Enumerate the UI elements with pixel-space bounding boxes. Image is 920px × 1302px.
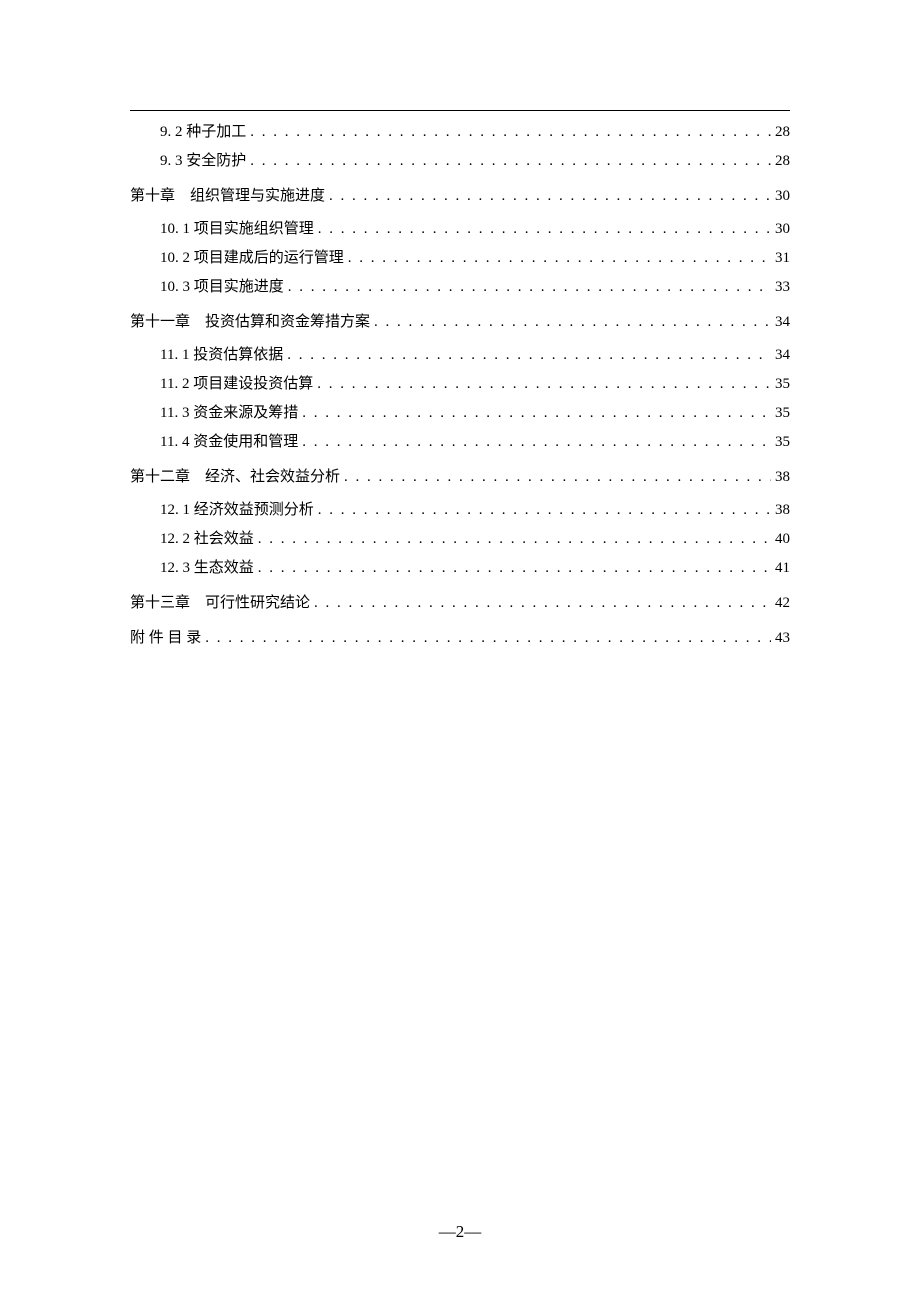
toc-page: 33: [775, 274, 790, 301]
toc-entry: 11. 1 投资估算依据 34: [160, 342, 790, 369]
toc-entry: 11. 3 资金来源及筹措 35: [160, 400, 790, 427]
toc-label: 第十二章 经济、社会效益分析: [130, 464, 340, 491]
toc-page: 30: [775, 216, 790, 243]
toc-entry: 第十二章 经济、社会效益分析 38: [130, 464, 790, 491]
toc-entry: 第十章 组织管理与实施进度 30: [130, 183, 790, 210]
toc-label: 10. 3 项目实施进度: [160, 274, 284, 301]
toc-entry: 12. 3 生态效益 41: [160, 555, 790, 582]
toc-dots: [287, 342, 771, 369]
toc-container: 9. 2 种子加工289. 3 安全防护28第十章 组织管理与实施进度3010.…: [130, 110, 790, 658]
page-number: —2—: [0, 1222, 920, 1242]
toc-page: 35: [775, 429, 790, 456]
toc-label: 9. 3 安全防护: [160, 148, 246, 175]
toc-page: 41: [775, 555, 790, 582]
toc-page: 43: [775, 625, 790, 652]
toc-page: 31: [775, 245, 790, 272]
toc-page: 34: [775, 342, 790, 369]
toc-page: 30: [775, 183, 790, 210]
toc-dots: [329, 183, 771, 210]
toc-label: 11. 4 资金使用和管理: [160, 429, 298, 456]
toc-dots: [302, 429, 771, 456]
toc-dots: [318, 216, 771, 243]
toc-dots: [317, 371, 771, 398]
toc-page: 38: [775, 464, 790, 491]
toc-entry: 10. 3 项目实施进度 33: [160, 274, 790, 301]
toc-label: 第十章 组织管理与实施进度: [130, 183, 325, 210]
toc-label: 附 件 目 录: [130, 625, 201, 652]
toc-page: 42: [775, 590, 790, 617]
toc-entry: 第十一章 投资估算和资金筹措方案 34: [130, 309, 790, 336]
toc-label: 11. 3 资金来源及筹措: [160, 400, 298, 427]
toc-entry: 11. 4 资金使用和管理 35: [160, 429, 790, 456]
toc-entry: 12. 1 经济效益预测分析 38: [160, 497, 790, 524]
toc-dots: [374, 309, 771, 336]
toc-label: 12. 2 社会效益: [160, 526, 254, 553]
toc-page: 28: [775, 119, 790, 146]
toc-label: 12. 1 经济效益预测分析: [160, 497, 314, 524]
toc-dots: [250, 119, 771, 146]
toc-entry: 10. 1 项目实施组织管理 30: [160, 216, 790, 243]
toc-page: 35: [775, 400, 790, 427]
toc-label: 第十一章 投资估算和资金筹措方案: [130, 309, 370, 336]
toc-entry: 9. 3 安全防护 28: [160, 148, 790, 175]
toc-entry: 第十三章 可行性研究结论 42: [130, 590, 790, 617]
toc-page: 38: [775, 497, 790, 524]
toc-page: 28: [775, 148, 790, 175]
toc-label: 11. 1 投资估算依据: [160, 342, 283, 369]
toc-dots: [302, 400, 771, 427]
toc-page: 35: [775, 371, 790, 398]
toc-entry: 11. 2 项目建设投资估算 35: [160, 371, 790, 398]
toc-dots: [348, 245, 771, 272]
toc-entry: 9. 2 种子加工 28: [160, 119, 790, 146]
toc-page: 40: [775, 526, 790, 553]
toc-dots: [314, 590, 771, 617]
toc-label: 10. 1 项目实施组织管理: [160, 216, 314, 243]
toc-dots: [250, 148, 771, 175]
toc-entry: 附 件 目 录 43: [130, 625, 790, 652]
toc-dots: [205, 625, 771, 652]
toc-dots: [258, 555, 771, 582]
toc-dots: [318, 497, 771, 524]
toc-dots: [258, 526, 771, 553]
toc-label: 11. 2 项目建设投资估算: [160, 371, 313, 398]
toc-label: 9. 2 种子加工: [160, 119, 246, 146]
toc-dots: [344, 464, 771, 491]
toc-entry: 10. 2 项目建成后的运行管理 31: [160, 245, 790, 272]
toc-dots: [288, 274, 771, 301]
toc-label: 12. 3 生态效益: [160, 555, 254, 582]
toc-label: 10. 2 项目建成后的运行管理: [160, 245, 344, 272]
toc-page: 34: [775, 309, 790, 336]
toc-entry: 12. 2 社会效益 40: [160, 526, 790, 553]
toc-label: 第十三章 可行性研究结论: [130, 590, 310, 617]
